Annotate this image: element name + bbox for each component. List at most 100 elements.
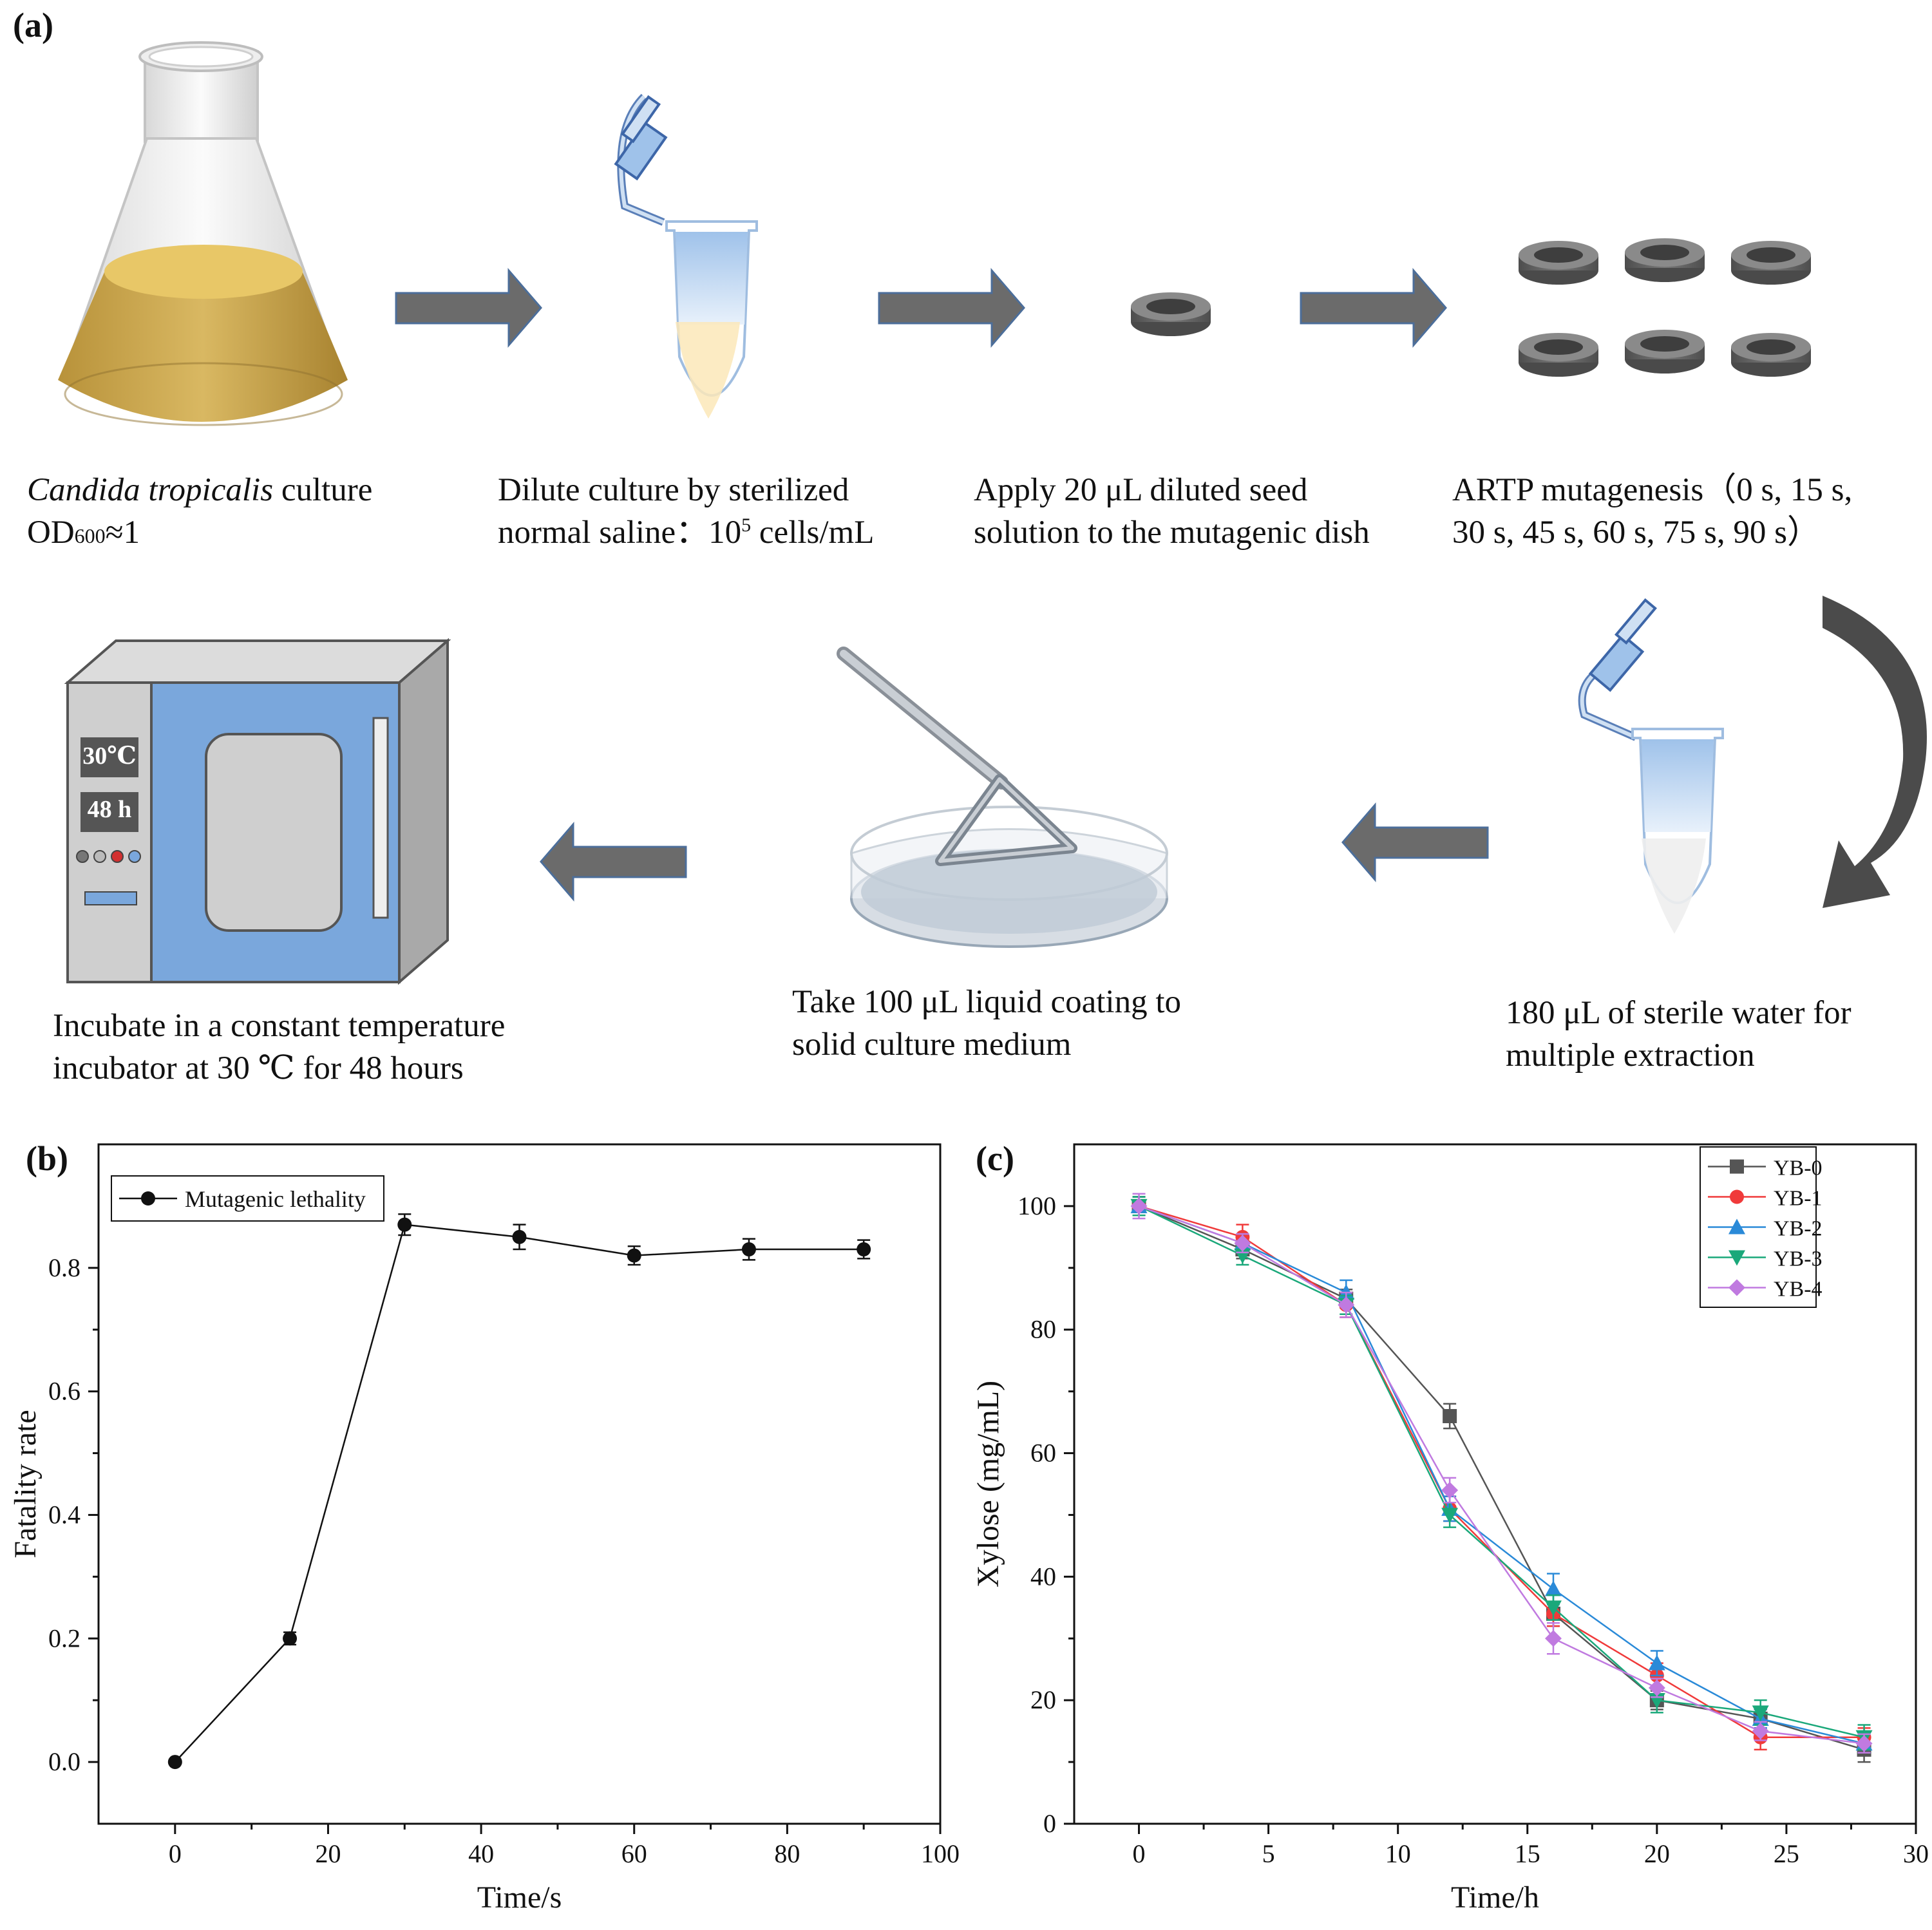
data-point	[857, 1242, 871, 1257]
step5-line1: 180 μL of sterile water for	[1506, 995, 1852, 1031]
legend-marker	[1728, 1250, 1745, 1266]
x-axis-label: Time/h	[1451, 1880, 1539, 1915]
data-point	[1752, 1723, 1769, 1740]
data-point	[1441, 1482, 1459, 1499]
flow-arrow-3	[1300, 267, 1447, 348]
od-label: OD	[27, 515, 75, 551]
step4-caption: ARTP mutagenesis（0 s, 15 s, 30 s, 45 s, …	[1452, 469, 1852, 554]
step3-line2: solution to the mutagenic dish	[974, 515, 1370, 551]
y-tick-label: 40	[1030, 1562, 1056, 1591]
data-point	[1648, 1679, 1665, 1696]
spreader-illustration	[837, 647, 1077, 866]
legend-marker	[1728, 1218, 1745, 1235]
flow-arrow-1	[395, 267, 542, 348]
legend-label: Mutagenic lethality	[185, 1186, 366, 1212]
legend: Mutagenic lethality	[111, 1175, 384, 1222]
x-tick-label: 0	[169, 1839, 182, 1868]
step4-line1: ARTP mutagenesis（0 s, 15 s,	[1452, 472, 1853, 508]
step7-line2: incubator at 30 ℃ for 48 hours	[53, 1050, 464, 1086]
incubator-illustration	[64, 638, 451, 985]
y-tick-label: 0	[1043, 1809, 1056, 1838]
step5-caption: 180 μL of sterile water for multiple ext…	[1506, 992, 1852, 1077]
series-line	[1139, 1205, 1864, 1745]
extraction-tube-illustration	[1578, 598, 1724, 934]
incubator-temp-display: 30℃	[82, 743, 137, 770]
step1-line1-rest: culture	[273, 472, 373, 508]
x-tick-label: 60	[621, 1839, 647, 1868]
series-line	[1139, 1205, 1864, 1738]
mutagenic-dish-illustration	[1131, 292, 1211, 336]
chart-c: 0 5 10 15 20 25 30 0 20 40 60 80 100 Time/h Xylose (mg…	[971, 1143, 1929, 1915]
od-subscript: 600	[74, 524, 106, 547]
series-line	[174, 1224, 864, 1763]
step2-caption: Dilute culture by sterilized normal sali…	[498, 469, 874, 554]
y-tick-label: 0.4	[48, 1500, 80, 1529]
series-1	[167, 1213, 871, 1770]
step6-line2: solid culture medium	[792, 1026, 1072, 1063]
step7-line1: Incubate in a constant temperature	[53, 1008, 506, 1044]
data-point	[1130, 1197, 1148, 1215]
step7-caption: Incubate in a constant temperature incub…	[53, 1005, 505, 1090]
legend-label: YB-4	[1774, 1278, 1823, 1301]
od-value: ≈1	[105, 515, 140, 551]
legend-marker	[141, 1191, 155, 1206]
legend-label: YB-0	[1774, 1157, 1823, 1180]
panel-a-label: (a)	[13, 6, 53, 44]
flow-arrow-5	[540, 821, 687, 902]
series-5	[1130, 1193, 1873, 1754]
x-tick-label: 5	[1262, 1839, 1275, 1868]
x-tick-label: 20	[315, 1839, 341, 1868]
step2-line2-rest: cells/mL	[751, 515, 875, 551]
legend-marker	[1730, 1189, 1744, 1204]
flow-arrow-4	[1341, 802, 1489, 883]
data-point	[1648, 1654, 1665, 1670]
plot-frame	[1073, 1143, 1917, 1825]
flow-arrow-2	[878, 267, 1025, 348]
step2-line1: Dilute culture by sterilized	[498, 472, 849, 508]
data-point	[397, 1217, 412, 1232]
y-tick-label: 0.2	[48, 1623, 80, 1652]
step6-line1: Take 100 μL liquid coating to	[792, 984, 1182, 1020]
y-axis-label: Xylose (mg/mL)	[971, 1381, 1005, 1587]
legend-label: YB-1	[1774, 1187, 1823, 1211]
incubator-time-display: 48 h	[87, 796, 132, 823]
legend: YB-0 YB-1 YB-2 YB-3 YB-4	[1700, 1146, 1823, 1308]
x-tick-label: 40	[468, 1839, 494, 1868]
x-tick-label: 80	[774, 1839, 800, 1868]
plot-frame	[97, 1143, 942, 1825]
panel-c-label: (c)	[976, 1139, 1014, 1178]
flask-illustration	[58, 41, 348, 426]
y-tick-label: 0.8	[48, 1253, 80, 1282]
data-point	[741, 1242, 756, 1257]
data-point	[167, 1755, 182, 1770]
y-axis-label: Fatality rate	[8, 1410, 43, 1558]
step5-line2: multiple extraction	[1506, 1037, 1755, 1074]
step6-caption: Take 100 μL liquid coating to solid cult…	[792, 981, 1181, 1066]
x-tick-label: 10	[1385, 1839, 1411, 1868]
data-point	[1443, 1409, 1457, 1423]
data-point	[1441, 1508, 1459, 1524]
data-point	[627, 1248, 641, 1263]
data-point	[283, 1631, 298, 1646]
species-name: Candida tropicalis	[27, 472, 274, 508]
series-line	[1139, 1205, 1864, 1751]
data-point	[1752, 1705, 1769, 1721]
x-tick-label: 0	[1133, 1839, 1146, 1868]
y-tick-label: 0.0	[48, 1747, 80, 1776]
y-tick-label: 0.6	[48, 1377, 80, 1406]
petri-dish-illustration	[850, 806, 1168, 948]
step3-caption: Apply 20 μL diluted seed solution to the…	[974, 469, 1370, 554]
x-tick-label: 20	[1644, 1839, 1670, 1868]
step3-line1: Apply 20 μL diluted seed	[974, 472, 1308, 508]
data-point	[1544, 1580, 1562, 1596]
step2-line2-main: normal saline：10	[498, 515, 742, 551]
x-tick-label: 100	[921, 1839, 960, 1868]
legend-label: YB-2	[1774, 1217, 1823, 1241]
x-axis-label: Time/s	[477, 1880, 562, 1915]
step4-line2: 30 s, 45 s, 60 s, 75 s, 90 s）	[1452, 515, 1820, 551]
data-point	[1855, 1735, 1873, 1752]
legend-marker	[1730, 1159, 1744, 1174]
y-tick-label: 100	[1018, 1191, 1056, 1220]
y-tick-label: 80	[1030, 1315, 1056, 1344]
